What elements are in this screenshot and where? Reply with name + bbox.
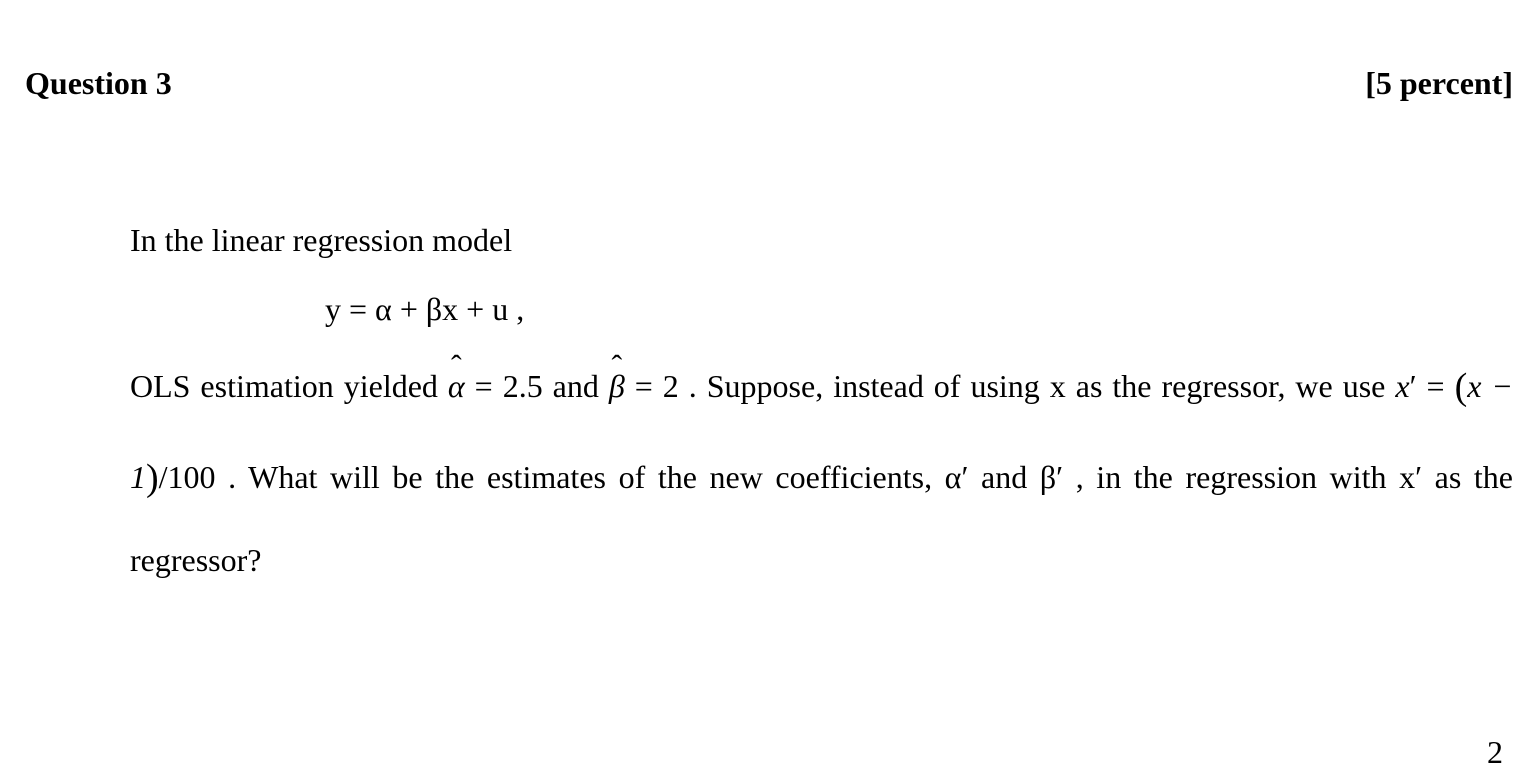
intro-text: In the linear regression model bbox=[130, 202, 1513, 279]
question-header: Question 3 [5 percent] bbox=[25, 65, 1513, 102]
question-title: Question 3 bbox=[25, 65, 172, 102]
question-points: [5 percent] bbox=[1365, 65, 1513, 102]
left-paren: ( bbox=[1455, 366, 1468, 408]
model-equation: y = α + βx + u , bbox=[325, 271, 1513, 348]
page-number: 2 bbox=[1487, 734, 1503, 771]
beta-hat: β bbox=[609, 348, 625, 425]
para-eq-3: ′ = bbox=[1410, 368, 1455, 404]
right-paren: ) bbox=[146, 457, 159, 499]
para-rest: /100 . What will be the estimates of the… bbox=[130, 459, 1513, 578]
page: Question 3 [5 percent] In the linear reg… bbox=[0, 0, 1538, 779]
para-text-1: OLS estimation yielded bbox=[130, 368, 448, 404]
para-eq-2: = 2 . Suppose, instead of using x as the… bbox=[625, 368, 1396, 404]
x-prime-var: x bbox=[1395, 368, 1409, 404]
para-eq-1: = 2.5 and bbox=[465, 368, 609, 404]
question-body: In the linear regression model y = α + β… bbox=[130, 202, 1513, 599]
question-paragraph: OLS estimation yielded α = 2.5 and β = 2… bbox=[130, 340, 1513, 599]
alpha-hat: α bbox=[448, 348, 465, 425]
